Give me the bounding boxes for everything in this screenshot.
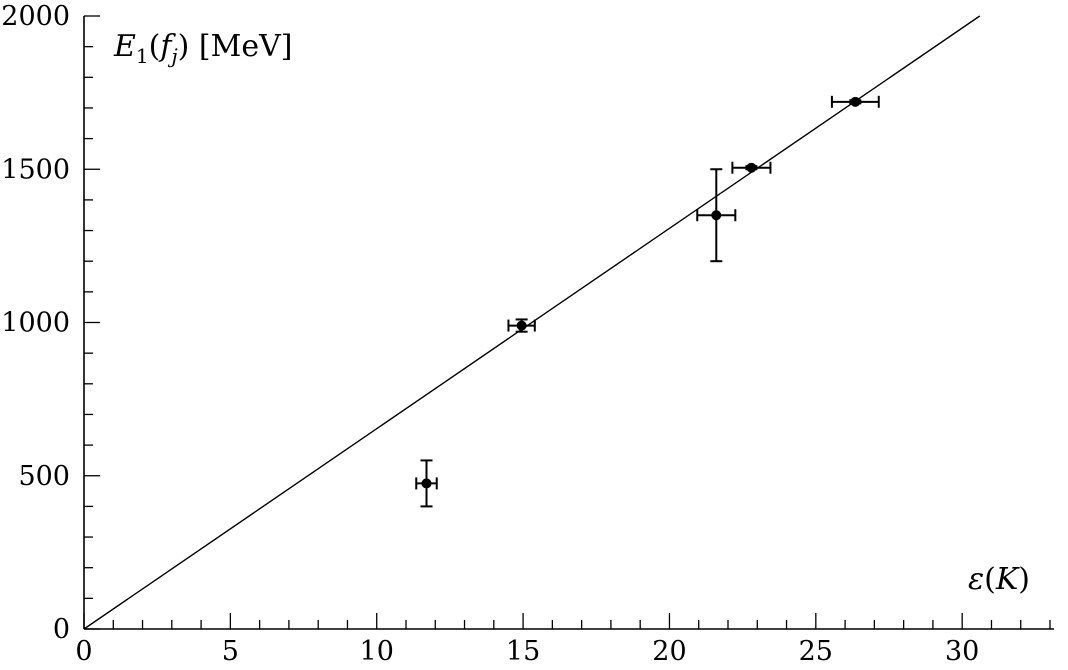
axis-labels-layer: E1(fj) [MeV] ε(K) (113, 29, 1030, 597)
x-tick-label: 0 (75, 636, 92, 667)
x-axis-label: ε(K) (968, 562, 1030, 597)
data-point (850, 96, 861, 107)
x-tick-label: 25 (799, 636, 833, 667)
data-point (746, 162, 757, 173)
data-point-group (507, 318, 536, 333)
data-point (421, 478, 432, 489)
data-point (516, 320, 527, 331)
y-axis-label: E1(fj) [MeV] (113, 29, 292, 68)
data-point-group (696, 168, 737, 263)
x-tick-label: 30 (945, 636, 979, 667)
data-point-group (415, 459, 438, 508)
fit-line (83, 15, 981, 630)
y-tick-label: 500 (18, 461, 70, 492)
y-tick-label: 2000 (1, 1, 70, 32)
fit-line-layer (83, 15, 981, 630)
x-tick-label: 5 (222, 636, 239, 667)
x-tick-label: 20 (652, 636, 686, 667)
data-points-layer (415, 95, 880, 508)
data-point-group (830, 95, 880, 108)
data-point (711, 210, 722, 221)
x-tick-label: 10 (360, 636, 394, 667)
x-tick-label: 15 (506, 636, 540, 667)
y-tick-label: 1500 (1, 154, 70, 185)
data-point-group (731, 161, 772, 174)
y-tick-label: 0 (53, 614, 70, 645)
y-tick-label: 1000 (1, 308, 70, 339)
